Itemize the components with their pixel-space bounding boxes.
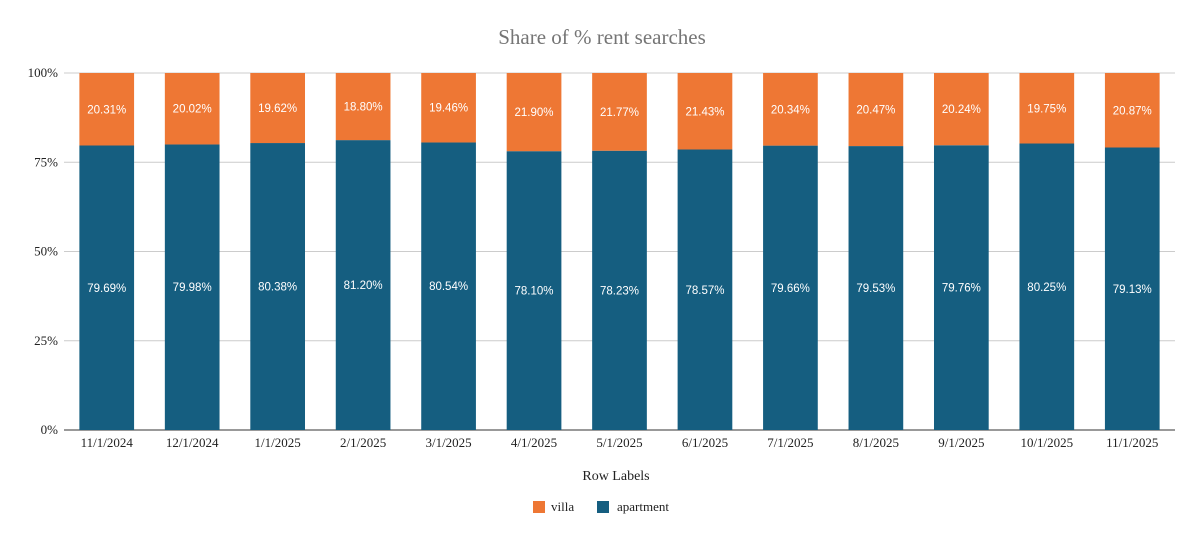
bar-apartment bbox=[1104, 147, 1160, 430]
data-label-villa: 20.34% bbox=[771, 104, 810, 116]
data-label-apartment: 78.10% bbox=[515, 286, 554, 298]
bar-villa bbox=[933, 73, 989, 146]
legend-swatch-villa bbox=[533, 501, 545, 513]
data-label-apartment: 79.13% bbox=[1113, 284, 1152, 296]
x-tick-label: 11/1/2024 bbox=[81, 435, 134, 450]
x-tick-label: 4/1/2025 bbox=[511, 435, 557, 450]
x-axis-ticks: 11/1/2024 12/1/2024 1/1/2025 2/1/2025 3/1/20… bbox=[81, 435, 1159, 450]
bar-apartment bbox=[933, 145, 989, 430]
data-label-villa: 21.90% bbox=[515, 107, 554, 119]
x-tick-label: 12/1/2024 bbox=[166, 435, 219, 450]
data-label-apartment: 80.38% bbox=[258, 282, 297, 294]
y-tick-label: 0% bbox=[41, 422, 59, 437]
bar-apartment bbox=[421, 142, 476, 430]
data-label-apartment: 79.98% bbox=[173, 282, 212, 294]
bar-villa bbox=[677, 73, 733, 150]
y-tick-label: 75% bbox=[34, 154, 58, 169]
data-label-villa: 20.24% bbox=[942, 104, 981, 116]
x-axis-title: Row Labels bbox=[582, 469, 649, 484]
bar-villa bbox=[421, 73, 476, 143]
data-label-villa: 19.75% bbox=[1027, 103, 1066, 115]
bar-apartment bbox=[79, 145, 135, 430]
x-tick-label: 2/1/2025 bbox=[340, 435, 386, 450]
data-label-villa: 18.80% bbox=[344, 102, 383, 114]
legend-label-apartment: apartment bbox=[617, 499, 669, 514]
data-label-villa: 20.87% bbox=[1113, 105, 1152, 117]
legend-label-villa: villa bbox=[551, 499, 574, 514]
data-label-apartment: 79.66% bbox=[771, 283, 810, 295]
x-tick-label: 10/1/2025 bbox=[1020, 435, 1073, 450]
y-axis-ticks: 0% 25% 50% 75% 100% bbox=[28, 65, 59, 437]
data-label-villa: 20.02% bbox=[173, 104, 212, 116]
chart-title: Share of % rent searches bbox=[498, 25, 706, 49]
bar-apartment bbox=[848, 146, 904, 431]
bar-villa bbox=[250, 73, 306, 144]
bar-apartment bbox=[506, 151, 562, 431]
bar-villa bbox=[592, 73, 647, 151]
legend: villa apartment bbox=[533, 499, 669, 514]
bar-villa bbox=[1104, 73, 1160, 148]
y-tick-label: 100% bbox=[28, 65, 59, 80]
bar-villa bbox=[506, 73, 562, 152]
data-label-villa: 19.62% bbox=[258, 103, 297, 115]
data-label-apartment: 79.69% bbox=[87, 283, 126, 295]
data-label-apartment: 81.20% bbox=[344, 280, 383, 292]
bar-apartment bbox=[250, 143, 306, 430]
y-tick-label: 50% bbox=[34, 244, 58, 259]
bar-apartment bbox=[335, 140, 391, 430]
bar-apartment bbox=[164, 144, 220, 430]
data-label-villa: 21.43% bbox=[685, 106, 724, 118]
x-tick-label: 7/1/2025 bbox=[767, 435, 813, 450]
bar-villa bbox=[79, 73, 135, 146]
data-label-villa: 21.77% bbox=[600, 107, 639, 119]
x-tick-label: 11/1/2025 bbox=[1106, 435, 1158, 450]
bar-apartment bbox=[1019, 143, 1075, 430]
data-label-apartment: 78.57% bbox=[685, 285, 724, 297]
data-label-villa: 20.31% bbox=[87, 104, 126, 116]
x-tick-label: 6/1/2025 bbox=[682, 435, 728, 450]
data-label-villa: 20.47% bbox=[856, 105, 895, 117]
bar-villa bbox=[848, 73, 904, 147]
x-tick-label: 3/1/2025 bbox=[425, 435, 471, 450]
bar-villa bbox=[763, 73, 818, 146]
y-tick-label: 25% bbox=[34, 333, 58, 348]
data-label-apartment: 80.54% bbox=[429, 281, 468, 293]
bar-villa bbox=[335, 73, 391, 141]
bar-apartment bbox=[677, 149, 733, 430]
data-label-villa: 19.46% bbox=[429, 103, 468, 115]
bar-apartment bbox=[763, 145, 818, 430]
x-tick-label: 8/1/2025 bbox=[853, 435, 899, 450]
data-label-apartment: 79.53% bbox=[856, 283, 895, 295]
bar-villa bbox=[1019, 73, 1075, 144]
legend-swatch-apartment bbox=[597, 501, 609, 513]
x-tick-label: 1/1/2025 bbox=[255, 435, 301, 450]
bars: 79.69% 20.31% 79.98% 20.02% 80.38% 19.62% 81.2… bbox=[79, 73, 1160, 431]
x-tick-label: 5/1/2025 bbox=[596, 435, 642, 450]
bar-apartment bbox=[592, 150, 647, 430]
data-label-apartment: 78.23% bbox=[600, 285, 639, 297]
x-tick-label: 9/1/2025 bbox=[938, 435, 984, 450]
data-label-apartment: 80.25% bbox=[1027, 282, 1066, 294]
data-label-apartment: 79.76% bbox=[942, 283, 981, 295]
bar-villa bbox=[164, 73, 220, 145]
